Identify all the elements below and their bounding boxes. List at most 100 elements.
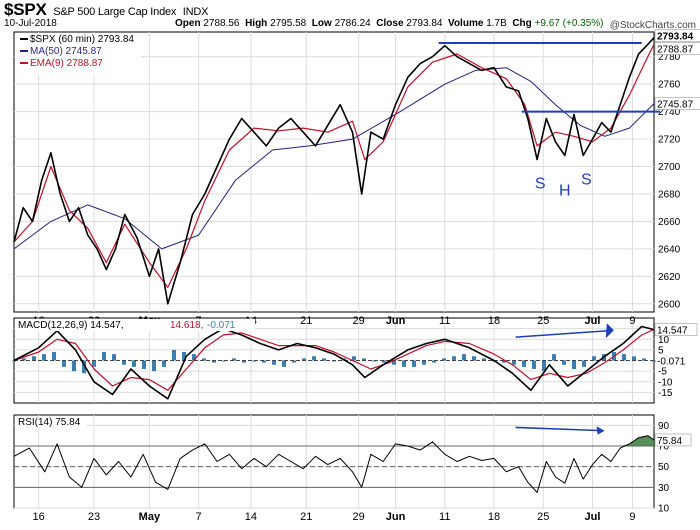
macd-hist-bar (632, 356, 636, 361)
x-tick-label: 11 (439, 511, 450, 523)
macd-hist-bar (642, 358, 646, 361)
pattern-label-1: H (559, 182, 571, 199)
x-tick-label: 21 (300, 511, 312, 523)
chart-header: $SPX S&P 500 Large Cap Index INDX 10-Jul… (0, 0, 700, 32)
ticker-title: $SPX S&P 500 Large Cap Index INDX (4, 0, 208, 20)
y-tick-label: 2620 (658, 272, 681, 283)
macd-arrow-shaft (515, 329, 608, 338)
y-tick-label: 2740 (658, 107, 681, 118)
macd-hist-bar (262, 360, 266, 363)
y-tick-label: 90 (658, 421, 670, 432)
macd-hist-bar (132, 360, 136, 367)
legend-rsi: RSI(14) 75.84 (18, 417, 81, 428)
macd-hist-bar (522, 360, 526, 367)
macd-hist-bar (562, 360, 566, 365)
macd-hist-bar (82, 360, 86, 374)
macd-hist-bar (162, 360, 166, 367)
x-tick-label: 23 (88, 511, 100, 523)
x-tick-label: May (139, 511, 161, 523)
y-tick-label: 2680 (658, 189, 681, 200)
x-tick-label: 16 (32, 511, 44, 523)
price-legend-bg (15, 33, 141, 75)
x-tick-label: 21 (300, 315, 312, 327)
macd-hist-bar (502, 360, 506, 363)
macd-hist-bar (232, 358, 236, 361)
index-name: S&P 500 Large Cap Index (53, 6, 177, 18)
macd-hist-bar (432, 360, 436, 363)
x-tick-label: 25 (537, 315, 549, 327)
macd-last-box (654, 323, 698, 336)
macd-hist-bar (302, 358, 306, 361)
macd-hist-bar (22, 358, 26, 361)
legend-macd-hist: -0.071 (207, 320, 236, 331)
macd-hist-bar (102, 352, 106, 361)
ma-last-tag: 2745.87 (657, 100, 694, 111)
macd-hist-bar (62, 360, 66, 367)
close-label: Close (376, 18, 404, 29)
chg-label: Chg (512, 18, 532, 29)
x-tick-label: 25 (537, 511, 549, 523)
x-tick-label: 9 (629, 315, 635, 327)
macd-hist-bar (272, 360, 276, 365)
y-tick-label: 2760 (658, 80, 681, 91)
x-tick-label: 9 (629, 511, 635, 523)
macd-hist-bar (92, 360, 96, 367)
chart-date: 10-Jul-2018 (4, 18, 57, 29)
x-tick-label: Jun (386, 511, 406, 523)
legend-macd-signal: 14.618, (170, 320, 203, 331)
macd-hist-bar (472, 356, 476, 361)
price-line (13, 37, 655, 305)
macd-hist-bar (462, 354, 466, 361)
x-tick-label: 18 (488, 511, 500, 523)
y-tick-label: 10 (658, 335, 670, 346)
macd-hist-last-tag: -0.071 (657, 357, 686, 368)
macd-hist-bar (322, 358, 326, 361)
macd-hist-bar (72, 360, 76, 372)
x-tick-label: 11 (439, 315, 450, 327)
rsi-last-tag: 75.84 (657, 436, 682, 447)
macd-hist-bar (32, 356, 36, 361)
macd-hist-bar (512, 360, 516, 365)
ema9-line (13, 44, 655, 288)
legend-ema: EMA(9) 2788.87 (30, 58, 103, 69)
volume-label: Volume (448, 18, 484, 29)
macd-hist-bar (402, 360, 406, 367)
rsi-overbought-fill (617, 435, 654, 446)
y-tick-label: 30 (658, 483, 670, 494)
macd-hist-bar (582, 360, 586, 367)
macd-hist-bar (482, 358, 486, 361)
low-value: 2786.24 (334, 18, 371, 29)
volume-value: 1.7B (486, 18, 507, 29)
x-tick-label: 14 (245, 511, 257, 523)
price-last-tag: 2793.84 (657, 32, 694, 43)
rsi-arrow-shaft (515, 426, 599, 432)
macd-hist-bar (452, 356, 456, 361)
macd-hist-bar (42, 354, 46, 361)
low-label: Low (311, 18, 332, 29)
macd-hist-bar (172, 349, 176, 361)
macd-hist-bar (142, 360, 146, 369)
macd-hist-bar (572, 360, 576, 369)
ma-last-tag-box (654, 97, 700, 110)
x-tick-label: 18 (488, 315, 500, 327)
y-tick-label: -10 (658, 377, 673, 388)
legend-ma: MA(50) 2745.87 (30, 46, 102, 57)
macd-hist-bar (212, 360, 216, 363)
exchange-name: INDX (182, 6, 209, 18)
rsi-arrow-head (596, 426, 605, 435)
panel-frame-0 (13, 31, 655, 313)
macd-hist-bar (52, 352, 56, 361)
high-value: 2795.58 (270, 18, 307, 29)
macd-hist-bar (592, 356, 596, 361)
y-tick-label: 2720 (658, 135, 681, 146)
macd-hist-bar (622, 354, 626, 361)
watermark: @StockCharts.com (609, 20, 696, 31)
y-tick-label: 2640 (658, 244, 681, 255)
macd-hist-bar (312, 356, 316, 361)
macd-last-tag: 14.547 (657, 326, 688, 337)
macd-signal-line (13, 328, 655, 391)
high-label: High (245, 18, 268, 29)
x-tick-label: 29 (352, 511, 364, 523)
y-tick-label: -15 (658, 388, 673, 399)
